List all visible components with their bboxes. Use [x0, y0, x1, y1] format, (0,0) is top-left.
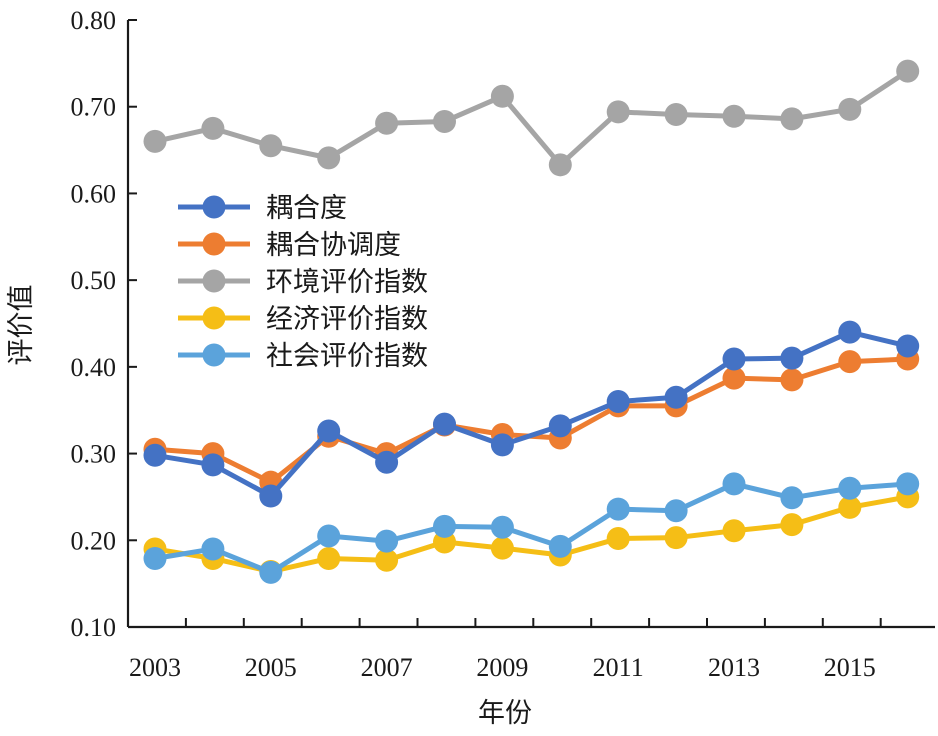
legend-label: 环境评价指数	[266, 267, 428, 298]
data-point	[548, 534, 572, 558]
data-point	[780, 346, 804, 370]
y-tick-label: 0.80	[71, 6, 117, 35]
data-point	[259, 134, 283, 158]
y-tick-label: 0.60	[71, 179, 117, 208]
data-point	[606, 527, 630, 551]
x-axis-title: 年份	[478, 698, 532, 729]
data-point	[433, 412, 456, 436]
legend-label: 耦合度	[266, 193, 347, 224]
data-point	[780, 107, 804, 131]
data-point	[780, 368, 804, 392]
data-point	[838, 320, 862, 344]
legend-swatch-marker	[202, 306, 226, 330]
legend-item: 环境评价指数	[178, 267, 428, 298]
x-tick-label: 2003	[129, 653, 181, 682]
data-point	[780, 513, 804, 537]
data-point	[664, 103, 688, 127]
data-point	[664, 499, 688, 523]
legend-item: 社会评价指数	[178, 341, 428, 372]
y-tick-label: 0.70	[71, 93, 117, 122]
legend-item: 耦合协调度	[178, 230, 401, 261]
data-point	[664, 526, 688, 550]
data-point	[606, 497, 630, 521]
data-point	[838, 97, 862, 121]
data-point	[722, 347, 746, 371]
x-tick-label: 2011	[593, 653, 644, 682]
x-tick-label: 2015	[824, 653, 876, 682]
data-point	[896, 59, 920, 83]
legend-swatch-marker	[202, 269, 226, 293]
data-point	[548, 414, 572, 438]
data-point	[259, 560, 283, 584]
x-tick-label: 2007	[361, 653, 413, 682]
data-point	[722, 519, 746, 543]
data-point	[896, 472, 920, 496]
legend-swatch-marker	[202, 195, 226, 219]
data-point	[722, 472, 746, 496]
data-point	[317, 146, 341, 170]
data-point	[664, 385, 688, 409]
y-tick-label: 0.40	[71, 353, 117, 382]
series-1	[143, 320, 920, 508]
x-tick-label: 2013	[708, 653, 760, 682]
data-point	[375, 548, 399, 572]
series-2	[143, 347, 920, 494]
series-5	[143, 472, 920, 584]
axes: 0.10 0.20 0.30 0.40 0.50 0.60 0.70 0.80 2003 2005…	[71, 6, 935, 682]
data-point	[375, 529, 399, 553]
x-tick-label: 2005	[245, 653, 297, 682]
y-tick-label: 0.30	[71, 440, 117, 469]
data-point	[722, 104, 746, 128]
y-axis-title: 评价值	[6, 285, 37, 366]
data-point	[433, 109, 456, 133]
x-tick-label: 2009	[476, 653, 528, 682]
data-point	[548, 153, 572, 177]
data-point	[490, 433, 514, 457]
legend-item: 经济评价指数	[178, 304, 428, 335]
y-tick-label: 0.50	[71, 266, 117, 295]
data-point	[143, 443, 167, 467]
legend-swatch-marker	[202, 343, 226, 367]
legend-label: 耦合协调度	[266, 230, 401, 261]
data-point	[896, 334, 920, 358]
data-point	[838, 350, 862, 374]
data-point	[490, 536, 514, 560]
legend-item: 耦合度	[178, 193, 347, 224]
legend-swatch-marker	[202, 232, 226, 256]
data-point	[780, 486, 804, 510]
data-point	[259, 484, 283, 508]
data-point	[606, 100, 630, 124]
series-3	[143, 59, 920, 177]
data-point	[606, 390, 630, 414]
data-point	[375, 450, 399, 474]
data-point	[722, 366, 746, 390]
data-point	[317, 546, 341, 570]
data-point	[143, 546, 167, 570]
data-point	[433, 514, 456, 538]
data-point	[201, 537, 225, 561]
data-point	[201, 453, 225, 477]
data-point	[201, 116, 225, 140]
legend-label: 社会评价指数	[266, 341, 428, 372]
y-tick-label: 0.10	[71, 613, 117, 642]
data-point	[317, 524, 341, 548]
data-point	[838, 495, 862, 519]
legend-label: 经济评价指数	[266, 304, 428, 335]
series-layer	[143, 59, 920, 584]
data-point	[317, 419, 341, 443]
data-point	[490, 515, 514, 539]
data-point	[838, 476, 862, 500]
data-point	[375, 111, 399, 135]
data-point	[143, 129, 167, 153]
y-tick-label: 0.20	[71, 526, 117, 555]
data-point	[490, 84, 514, 108]
